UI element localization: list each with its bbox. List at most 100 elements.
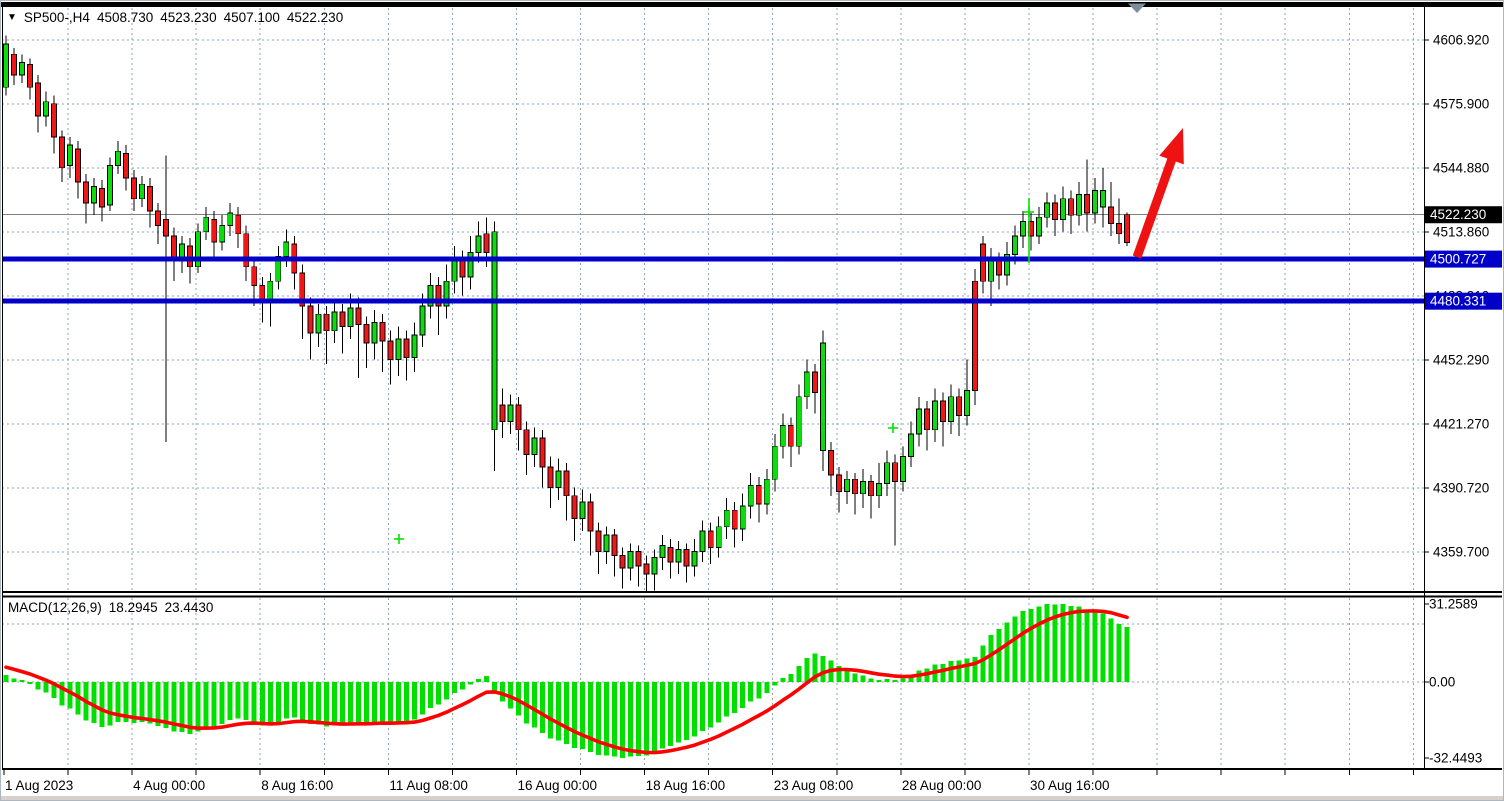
macd-histogram-bar [451,682,457,694]
candle-body [579,501,586,519]
macd-histogram-bar [187,682,193,735]
candle-body [107,165,114,206]
candle-body [547,466,554,488]
candle-body [515,404,522,431]
candle-body [283,241,290,257]
macd-signal-value: 23.4430 [164,600,214,615]
candle-body [867,480,874,497]
candle-body [931,400,938,431]
trend-arrow-head[interactable] [1159,128,1184,165]
macd-histogram-bar [275,682,281,723]
candle-body [347,307,354,328]
macd-histogram-bar [483,676,489,682]
candle-body [715,526,722,548]
macd-histogram-bar [67,682,73,709]
time-axis-area[interactable] [2,770,1424,796]
candle-body [635,551,642,567]
price-axis-area[interactable] [1425,8,1504,768]
macd-histogram-bar [636,682,642,757]
candle-body [1100,189,1107,208]
macd-histogram-bar [115,682,121,723]
macd-name: MACD(12,26,9) [8,600,102,615]
candle-body [51,103,57,138]
trend-arrow-shaft[interactable] [1132,152,1178,259]
macd-histogram-bar [772,682,778,686]
macd-histogram-bar [844,669,850,682]
macd-histogram-bar [203,682,209,728]
candle-body [667,546,674,563]
candle-body [355,307,362,326]
macd-histogram-bar [684,682,690,741]
candle-body [131,177,138,200]
macd-panel-area[interactable] [2,598,1424,768]
macd-histogram-bar [1044,604,1050,682]
chart-shift-marker-icon[interactable] [1128,3,1146,14]
level-price-tag-text: 4480.331 [1430,294,1486,309]
candle-body [763,478,770,505]
candle-body [1052,202,1058,220]
candle-body [1004,253,1010,276]
macd-histogram-bar [419,682,425,715]
candle-body [235,214,242,235]
candle-body [947,396,954,422]
candle-body [427,284,434,307]
macd-histogram-bar [283,682,289,719]
candle-body [75,148,82,183]
macd-histogram-bar [572,682,578,749]
symbol-timeframe-label: SP500-,H4 [23,10,90,25]
candle-body [299,272,306,307]
macd-histogram-bar [972,656,978,682]
macd-histogram-bar [780,677,786,682]
candle-body [707,530,714,548]
macd-histogram-bar [852,673,858,682]
chart-plot-area[interactable] [2,8,1424,591]
candle-body [491,231,498,431]
macd-histogram-bar [435,682,441,705]
macd-histogram-bar [836,666,842,682]
ohlc-high-value: 4523.230 [160,10,217,25]
candle-body [11,53,17,76]
candle-body [27,64,33,88]
candle-body [747,485,754,507]
candle-body [755,485,762,505]
macd-tick-label: -32.4493 [1429,751,1482,766]
macd-histogram-bar [355,682,361,723]
macd-histogram-bar [956,660,962,682]
candle-body [731,509,738,530]
candle-body [35,82,41,117]
price-tick-label: 4513.860 [1433,225,1489,240]
macd-histogram-bar [163,682,169,728]
candle-body [227,212,234,226]
candle-body [675,548,682,563]
macd-histogram-bar [139,682,145,723]
candle-body [939,400,946,422]
candle-body [331,311,338,332]
macd-histogram-bar [796,666,802,682]
candle-body [419,305,426,336]
candle-body [1036,216,1042,237]
candle-body [395,338,402,361]
macd-histogram-bar [251,682,257,723]
macd-histogram-bar [491,682,497,691]
candle-body [980,243,986,282]
macd-histogram-bar [195,682,201,732]
price-tick-label: 4452.290 [1433,353,1489,368]
symbol-dropdown-icon[interactable]: ▼ [7,11,17,23]
macd-histogram-bar [1092,610,1098,682]
candle-body [1084,194,1091,214]
candle-body [883,462,890,484]
candle-body [1116,223,1123,235]
price-tick-label: 4421.270 [1433,417,1489,432]
price-axis: 4606.9204575.9004544.8804513.8604483.310… [1424,33,1502,766]
macd-histogram-bar [291,682,297,718]
macd-histogram-bar [499,682,505,702]
macd-histogram-bar [1036,606,1042,682]
candle-body [803,371,810,398]
macd-histogram-bar [1020,611,1026,682]
macd-histogram-bar [948,660,954,682]
macd-histogram-bar [347,682,353,724]
candle-body [779,425,786,447]
